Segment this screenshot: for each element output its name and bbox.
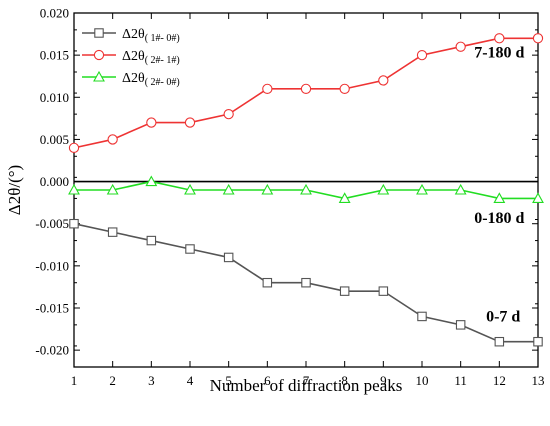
- data-point: [494, 33, 505, 44]
- data-point: [455, 41, 466, 52]
- y-tick-label: -0.015: [35, 301, 69, 316]
- data-point: [222, 183, 235, 195]
- data-point: [532, 192, 544, 203]
- annotation-label: 0-180 d: [474, 210, 524, 227]
- x-tick-label: 2: [109, 373, 116, 388]
- data-point: [184, 117, 196, 128]
- data-point: [107, 227, 118, 237]
- x-tick-label: 12: [493, 373, 506, 388]
- x-tick-label: 7: [303, 373, 310, 388]
- y-tick-label: 0.000: [40, 174, 69, 189]
- series-2: [68, 33, 544, 154]
- legend-item-2: Δ2θ( 2#- 1#): [82, 49, 180, 66]
- data-point: [301, 277, 311, 288]
- data-point: [455, 320, 466, 330]
- y-tick-label: 0.005: [40, 132, 69, 147]
- legend-item-1: Δ2θ( 1#- 0#): [82, 27, 180, 44]
- data-point: [146, 235, 157, 246]
- data-point: [261, 183, 274, 195]
- x-tick-label: 11: [454, 373, 467, 388]
- x-tick-label: 6: [264, 373, 271, 388]
- data-point: [69, 218, 79, 229]
- legend-label: Δ2θ( 1#- 0#): [122, 27, 180, 44]
- x-tick-label: 3: [148, 373, 155, 388]
- x-tick-label: 9: [380, 373, 387, 388]
- legend-label: Δ2θ( 2#- 0#): [122, 71, 180, 88]
- data-point: [300, 183, 312, 195]
- y-tick-label: 0.015: [40, 48, 69, 63]
- data-point: [68, 142, 80, 154]
- x-axis-label: Number of diffraction peaks: [210, 376, 403, 395]
- y-tick-label: -0.020: [35, 343, 69, 358]
- data-point: [339, 286, 350, 296]
- labels: 7-180 d 0-180 d 0-7 d: [474, 45, 524, 326]
- y-tick-label: 0.010: [40, 90, 69, 105]
- x-tick-label: 1: [71, 373, 78, 388]
- series-1: [69, 218, 543, 347]
- x-tick-label: 8: [341, 373, 348, 388]
- y-tick-label: -0.010: [35, 258, 69, 273]
- data-point: [454, 183, 467, 195]
- legend-item-3: Δ2θ( 2#- 0#): [82, 70, 180, 88]
- data-point: [68, 183, 80, 195]
- data-point: [107, 134, 118, 145]
- data-point: [146, 117, 157, 128]
- data-point: [494, 336, 505, 347]
- legend-swatch-marker: [93, 49, 105, 61]
- legend-swatch-marker: [93, 70, 105, 82]
- data-point: [223, 252, 234, 263]
- x-tick-label: 13: [532, 373, 545, 388]
- y-tick-label: 0.020: [40, 6, 69, 21]
- x-tick-label: 10: [416, 373, 429, 388]
- x-tick-label: 4: [187, 373, 194, 388]
- legend-swatch-marker: [94, 28, 104, 38]
- data-point: [493, 192, 506, 203]
- y-axis-label: Δ2θ/(°): [5, 165, 24, 215]
- data-point: [223, 108, 234, 120]
- data-point: [417, 311, 427, 322]
- annotation-label: 0-7 d: [486, 308, 520, 325]
- data-point: [378, 75, 389, 86]
- data-point: [378, 286, 389, 296]
- annotation-label: 7-180 d: [474, 45, 524, 62]
- data-point: [377, 183, 390, 195]
- data-point: [339, 83, 350, 95]
- data-point: [185, 244, 195, 254]
- y-tick-label: -0.005: [35, 216, 69, 231]
- legend-label: Δ2θ( 2#- 1#): [122, 49, 180, 66]
- data-point: [262, 277, 273, 288]
- data-point: [416, 49, 428, 61]
- data-point: [184, 183, 196, 195]
- data-point: [300, 83, 312, 95]
- x-tick-label: 5: [225, 373, 232, 388]
- series-3: [68, 175, 544, 203]
- axes: 0.020 0.015 0.010 0.005 0.000 -0.005 -0.010 -0.…: [5, 6, 545, 396]
- legend: Δ2θ( 1#- 0#) Δ2θ( 2#- 1#) Δ2θ( 2#- 0#): [82, 27, 180, 88]
- data-point: [416, 183, 428, 195]
- data-point: [338, 192, 351, 203]
- data-point: [262, 83, 273, 95]
- data-point: [533, 336, 543, 347]
- data-point: [145, 175, 158, 187]
- plot-area: [68, 33, 544, 347]
- data-point: [532, 33, 544, 44]
- data-point: [106, 183, 119, 195]
